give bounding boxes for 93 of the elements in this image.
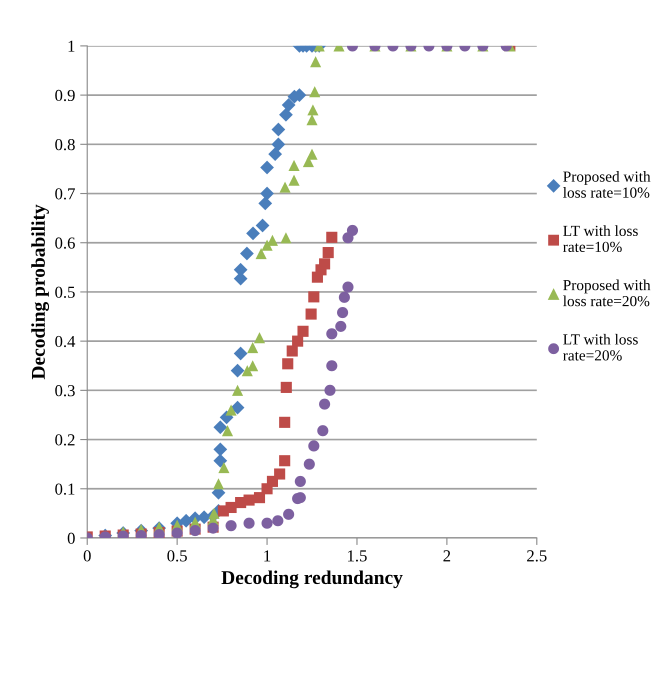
point — [342, 281, 354, 293]
point — [258, 196, 272, 210]
point — [260, 160, 274, 174]
point — [247, 360, 258, 372]
x-tick-label: 2 — [443, 550, 450, 562]
point — [326, 360, 338, 372]
point — [208, 508, 220, 519]
point — [232, 384, 244, 396]
point — [254, 332, 266, 344]
x-tick-label: 0 — [84, 550, 91, 562]
point — [280, 382, 292, 393]
y-tick-label: 0 — [68, 532, 75, 544]
point — [306, 114, 318, 126]
point — [309, 86, 320, 98]
point — [230, 400, 244, 414]
y-tick-label: 0.5 — [55, 286, 75, 298]
point — [346, 224, 358, 236]
x-tick-label: 1.5 — [348, 550, 367, 562]
y-tick-label: 0.1 — [55, 483, 74, 495]
point — [283, 508, 294, 520]
point — [319, 258, 330, 270]
y-tick-label: 0.2 — [55, 434, 75, 446]
point — [279, 182, 291, 193]
point — [234, 346, 248, 360]
y-tick-label: 0.9 — [55, 90, 75, 102]
legend-label: LT with loss rate=10% — [563, 225, 638, 252]
point — [226, 520, 237, 532]
point — [337, 307, 348, 318]
point — [324, 384, 336, 396]
point — [326, 232, 338, 243]
point — [212, 478, 224, 490]
point — [297, 326, 309, 337]
point — [226, 502, 237, 514]
point — [310, 56, 322, 68]
y-axis-title: Decoding probability — [31, 204, 50, 380]
point — [279, 416, 290, 428]
point — [256, 248, 267, 260]
point — [268, 147, 282, 162]
point — [282, 98, 296, 112]
point — [338, 292, 350, 303]
y-tick-label: 0.7 — [55, 188, 75, 200]
y-tick-label: 0.6 — [55, 237, 75, 249]
x-axis-title: Decoding redundancy — [222, 570, 403, 588]
point — [240, 246, 254, 260]
point — [244, 518, 255, 529]
point — [213, 442, 228, 456]
point — [218, 462, 230, 474]
x-tick-label: 1 — [264, 550, 270, 562]
point — [280, 232, 292, 244]
point — [254, 492, 266, 504]
point — [304, 458, 315, 470]
point — [282, 358, 294, 370]
point — [226, 404, 237, 416]
point — [288, 160, 300, 172]
point — [256, 218, 270, 232]
point — [306, 148, 318, 160]
point — [286, 345, 298, 357]
point — [294, 476, 306, 487]
point — [274, 468, 286, 480]
point — [272, 122, 286, 136]
point — [319, 398, 330, 410]
point — [244, 494, 255, 506]
point — [308, 291, 320, 302]
point — [326, 328, 338, 340]
point — [247, 342, 258, 354]
point — [260, 186, 274, 200]
legend-label: LT with loss rate=20% — [563, 334, 638, 361]
point — [213, 420, 228, 434]
point — [272, 515, 284, 526]
point — [279, 108, 293, 122]
y-tick-label: 0.3 — [55, 385, 75, 396]
point — [262, 518, 273, 529]
legend-label: Proposed with loss rate=10% — [563, 171, 650, 198]
point — [272, 137, 286, 152]
point — [279, 455, 290, 466]
point — [322, 247, 334, 258]
x-tick-label: 0.5 — [167, 550, 187, 562]
point — [335, 320, 346, 332]
legend-label: Proposed with loss rate=20% — [563, 280, 650, 306]
point — [246, 226, 260, 240]
point — [317, 425, 328, 436]
point — [222, 425, 234, 436]
y-tick-label: 1 — [68, 40, 74, 52]
y-tick-label: 0.8 — [55, 139, 75, 150]
point — [288, 174, 300, 186]
point — [306, 308, 317, 320]
y-tick-label: 0.4 — [55, 336, 76, 348]
point — [230, 364, 244, 378]
point — [308, 440, 320, 452]
x-tick-label: 2.5 — [527, 550, 547, 562]
point — [292, 336, 304, 347]
point — [307, 104, 318, 116]
point — [213, 454, 228, 468]
